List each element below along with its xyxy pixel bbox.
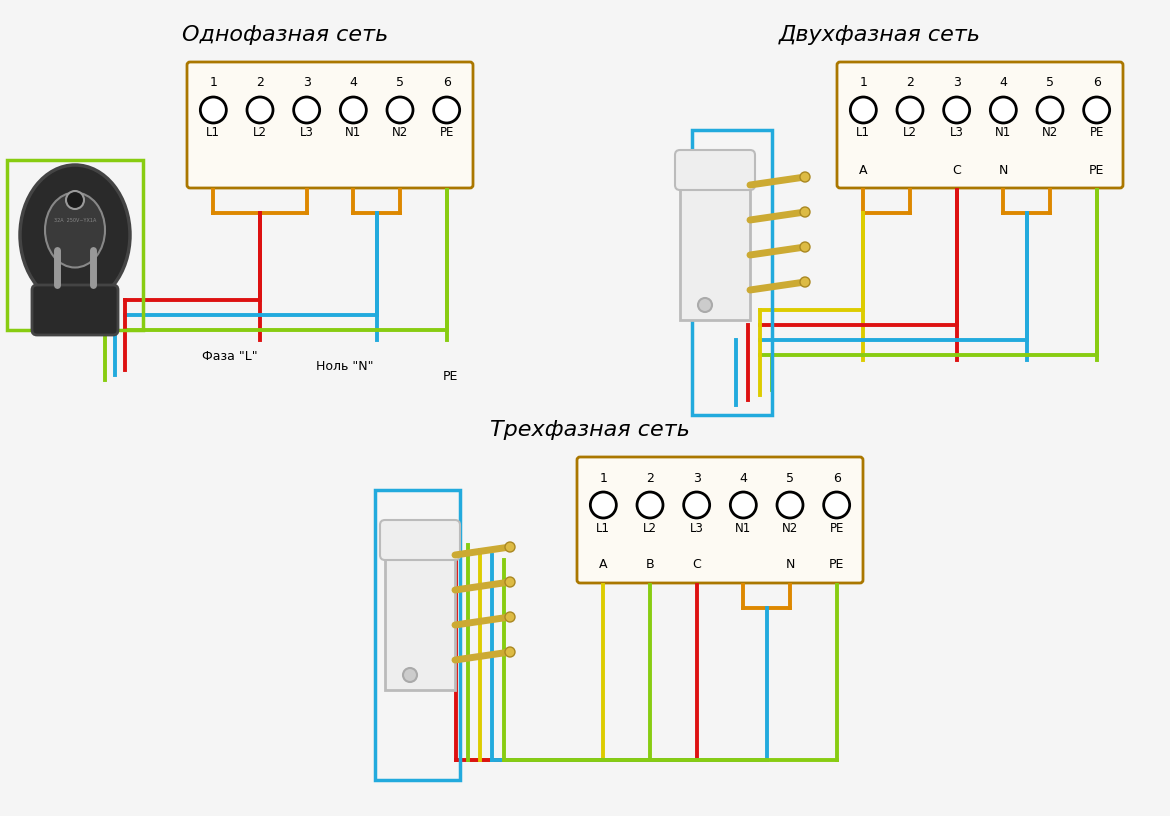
Text: L1: L1 [597, 521, 611, 534]
Circle shape [591, 492, 617, 518]
Text: N2: N2 [1041, 126, 1058, 140]
FancyBboxPatch shape [577, 457, 863, 583]
Text: Двухфазная сеть: Двухфазная сеть [779, 25, 980, 45]
Circle shape [800, 207, 810, 217]
Circle shape [247, 97, 273, 123]
Text: 1: 1 [860, 77, 867, 90]
Text: 3: 3 [693, 472, 701, 485]
Circle shape [800, 277, 810, 287]
Text: 4: 4 [739, 472, 748, 485]
Circle shape [200, 97, 226, 123]
Text: PE: PE [442, 370, 457, 383]
Bar [376, 490, 460, 780]
Text: 32A  250V~YX1A: 32A 250V~YX1A [54, 218, 96, 223]
Text: L2: L2 [644, 521, 658, 534]
Text: 2: 2 [906, 77, 914, 90]
Text: 3: 3 [303, 77, 310, 90]
Text: L3: L3 [300, 126, 314, 140]
Text: PE: PE [1089, 126, 1103, 140]
Text: N1: N1 [345, 126, 362, 140]
Ellipse shape [20, 165, 130, 305]
Polygon shape [680, 160, 750, 320]
Text: L2: L2 [903, 126, 917, 140]
Text: 5: 5 [786, 472, 794, 485]
Ellipse shape [44, 193, 105, 268]
Circle shape [851, 97, 876, 123]
Circle shape [990, 97, 1017, 123]
Text: L1: L1 [856, 126, 870, 140]
FancyBboxPatch shape [837, 62, 1123, 188]
Circle shape [730, 492, 756, 518]
Text: 1: 1 [209, 77, 218, 90]
Text: 4: 4 [999, 77, 1007, 90]
Circle shape [387, 97, 413, 123]
Text: Фаза "L": Фаза "L" [202, 350, 257, 363]
Circle shape [636, 492, 663, 518]
Circle shape [294, 97, 319, 123]
Circle shape [340, 97, 366, 123]
Text: A: A [859, 163, 868, 176]
Circle shape [897, 97, 923, 123]
FancyBboxPatch shape [675, 150, 755, 190]
Circle shape [824, 492, 849, 518]
Text: 1: 1 [599, 472, 607, 485]
Circle shape [505, 647, 515, 657]
Text: N2: N2 [392, 126, 408, 140]
Text: C: C [952, 163, 961, 176]
Text: 6: 6 [442, 77, 450, 90]
Text: Однофазная сеть: Однофазная сеть [181, 25, 388, 45]
Circle shape [505, 577, 515, 587]
Text: 6: 6 [833, 472, 840, 485]
FancyBboxPatch shape [187, 62, 473, 188]
Text: PE: PE [830, 521, 844, 534]
Text: Ноль "N": Ноль "N" [316, 360, 373, 373]
Circle shape [944, 97, 970, 123]
Text: 5: 5 [395, 77, 404, 90]
Circle shape [1083, 97, 1109, 123]
Circle shape [1037, 97, 1064, 123]
Text: L2: L2 [253, 126, 267, 140]
Text: Трехфазная сеть: Трехфазная сеть [490, 420, 690, 440]
Bar [7, 160, 143, 330]
Text: 5: 5 [1046, 77, 1054, 90]
Text: C: C [693, 558, 701, 571]
Text: N1: N1 [735, 521, 751, 534]
Circle shape [683, 492, 710, 518]
Text: B: B [646, 558, 654, 571]
Circle shape [800, 242, 810, 252]
Text: N1: N1 [996, 126, 1011, 140]
Text: N: N [999, 163, 1009, 176]
Circle shape [402, 668, 417, 682]
FancyBboxPatch shape [380, 520, 460, 560]
Text: N2: N2 [782, 521, 798, 534]
Circle shape [800, 172, 810, 182]
Text: PE: PE [830, 558, 845, 571]
Text: PE: PE [1089, 163, 1104, 176]
FancyBboxPatch shape [32, 285, 118, 335]
Text: N: N [785, 558, 794, 571]
Text: L1: L1 [206, 126, 220, 140]
Polygon shape [385, 530, 455, 690]
Bar [691, 130, 772, 415]
Text: 4: 4 [350, 77, 357, 90]
Circle shape [66, 191, 84, 209]
Text: 6: 6 [1093, 77, 1101, 90]
Text: A: A [599, 558, 607, 571]
Circle shape [434, 97, 460, 123]
Text: PE: PE [440, 126, 454, 140]
Text: L3: L3 [690, 521, 703, 534]
Text: 2: 2 [256, 77, 264, 90]
Circle shape [505, 612, 515, 622]
Text: L3: L3 [950, 126, 964, 140]
Circle shape [698, 298, 713, 312]
Circle shape [777, 492, 803, 518]
Circle shape [505, 542, 515, 552]
Text: 2: 2 [646, 472, 654, 485]
Text: 3: 3 [952, 77, 961, 90]
